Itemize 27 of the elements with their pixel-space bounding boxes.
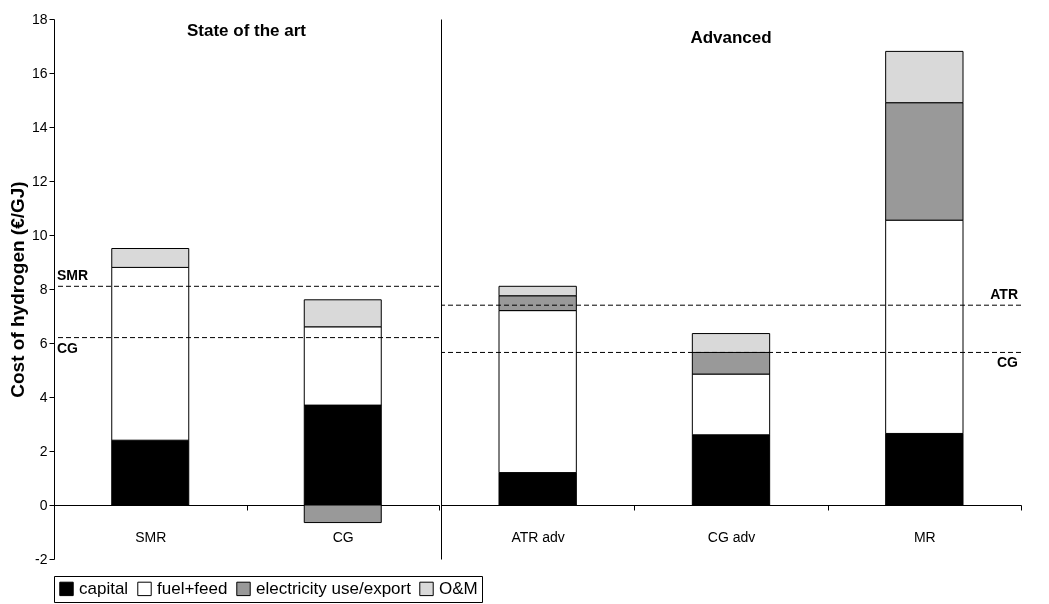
ref-line-label: CG [57,339,79,356]
x-tick-label: MR [913,528,936,545]
ref-line-label: SMR [57,267,89,284]
y-tick-label: -2 [35,550,48,567]
y-tick-label: 2 [39,442,48,459]
y-tick-label: 10 [31,226,48,243]
x-tick-label: SMR [135,528,167,545]
y-tick-label: 0 [39,496,48,513]
ref-line-label: ATR [990,286,1018,303]
y-tick-label: 18 [31,10,48,27]
chart-title: State of the art [186,21,307,40]
y-tick-label: 6 [39,334,48,351]
legend-label: capital [79,578,129,598]
ref-line-label: CG [997,354,1019,371]
x-tick-label: CG adv [707,528,756,545]
y-tick-label: 8 [39,280,48,297]
y-tick-label: 14 [31,118,48,135]
x-tick-label: CG [332,528,354,545]
y-tick-label: 4 [39,388,48,405]
legend-label: fuel+feed [157,578,228,598]
y-tick-label: 12 [31,172,48,189]
legend-label: electricity use/export [256,578,412,598]
x-tick-label: ATR adv [511,528,565,545]
y-axis-title: Cost of hydrogen (€/GJ) [6,181,28,398]
legend-label: O&M [439,578,478,598]
y-tick-label: 16 [31,64,48,81]
text: Advanced [690,28,772,47]
